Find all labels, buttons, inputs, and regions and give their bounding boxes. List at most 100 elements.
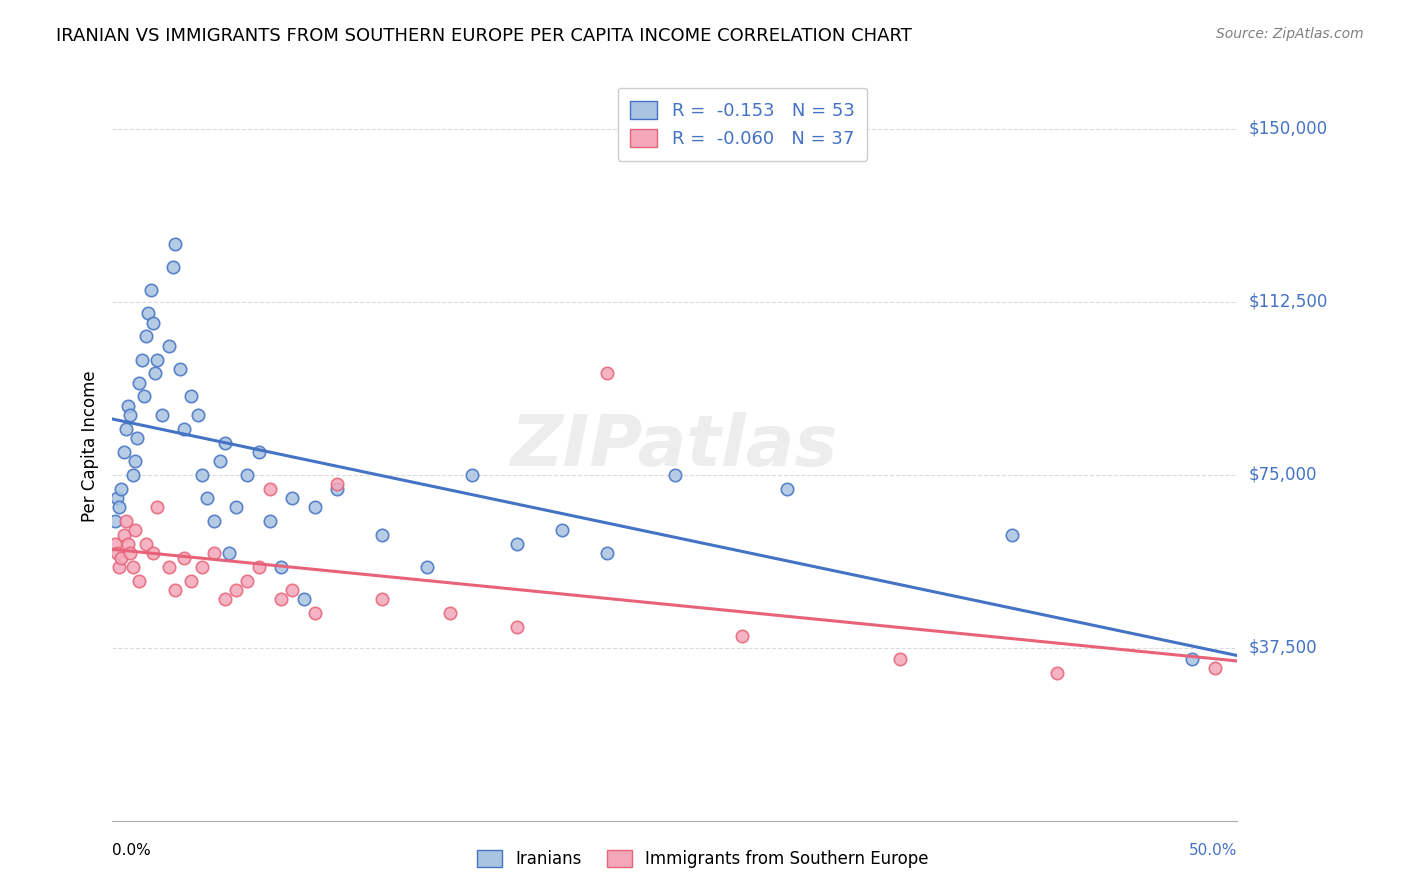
Point xyxy=(1204,661,1226,675)
Point xyxy=(139,284,162,298)
Point xyxy=(132,389,155,403)
Text: $150,000: $150,000 xyxy=(1249,120,1327,138)
Point xyxy=(326,477,349,491)
Point xyxy=(121,560,143,574)
Point xyxy=(439,606,461,620)
Text: $112,500: $112,500 xyxy=(1249,293,1327,311)
Point xyxy=(664,467,686,482)
Legend: R =  -0.153   N = 53, R =  -0.060   N = 37: R = -0.153 N = 53, R = -0.060 N = 37 xyxy=(617,88,868,161)
Point xyxy=(195,491,218,505)
Point xyxy=(1046,666,1069,681)
Legend: Iranians, Immigrants from Southern Europe: Iranians, Immigrants from Southern Europ… xyxy=(471,843,935,875)
Point xyxy=(173,422,195,436)
Point xyxy=(225,583,247,598)
Point xyxy=(115,422,138,436)
Text: ZIPatlas: ZIPatlas xyxy=(512,411,838,481)
Point xyxy=(142,316,165,330)
Point xyxy=(120,408,142,422)
Point xyxy=(281,583,304,598)
Point xyxy=(165,237,187,252)
Y-axis label: Per Capita Income: Per Capita Income xyxy=(80,370,98,522)
Point xyxy=(112,528,135,542)
Point xyxy=(326,482,349,496)
Point xyxy=(292,592,315,607)
Point xyxy=(281,491,304,505)
Point xyxy=(731,629,754,643)
Point xyxy=(124,454,146,468)
Point xyxy=(371,528,394,542)
Text: $37,500: $37,500 xyxy=(1249,639,1317,657)
Point xyxy=(169,361,191,376)
Point xyxy=(131,352,153,367)
Point xyxy=(115,514,138,528)
Point xyxy=(259,514,281,528)
Point xyxy=(105,491,128,505)
Point xyxy=(214,592,236,607)
Text: 50.0%: 50.0% xyxy=(1189,843,1237,858)
Point xyxy=(127,431,149,445)
Point xyxy=(121,467,143,482)
Point xyxy=(162,260,184,275)
Point xyxy=(143,367,166,381)
Point xyxy=(104,514,127,528)
Point xyxy=(105,546,128,560)
Point xyxy=(117,399,139,413)
Point xyxy=(110,550,132,565)
Text: Source: ZipAtlas.com: Source: ZipAtlas.com xyxy=(1216,27,1364,41)
Point xyxy=(104,537,127,551)
Point xyxy=(247,560,270,574)
Point xyxy=(236,467,259,482)
Point xyxy=(165,583,187,598)
Point xyxy=(776,482,799,496)
Point xyxy=(596,367,619,381)
Point xyxy=(150,408,173,422)
Point xyxy=(247,444,270,458)
Point xyxy=(142,546,165,560)
Point xyxy=(270,592,292,607)
Point xyxy=(304,500,326,514)
Point xyxy=(416,560,439,574)
Point xyxy=(304,606,326,620)
Point xyxy=(124,523,146,537)
Point xyxy=(157,339,180,353)
Point xyxy=(506,620,529,634)
Point xyxy=(110,482,132,496)
Point xyxy=(146,500,169,514)
Point xyxy=(270,560,292,574)
Point xyxy=(120,546,142,560)
Point xyxy=(128,574,150,588)
Point xyxy=(191,467,214,482)
Point xyxy=(225,500,247,514)
Point xyxy=(180,389,202,403)
Point xyxy=(128,376,150,390)
Text: IRANIAN VS IMMIGRANTS FROM SOUTHERN EUROPE PER CAPITA INCOME CORRELATION CHART: IRANIAN VS IMMIGRANTS FROM SOUTHERN EURO… xyxy=(56,27,912,45)
Point xyxy=(551,523,574,537)
Point xyxy=(135,537,157,551)
Point xyxy=(108,560,131,574)
Point xyxy=(461,467,484,482)
Point xyxy=(108,500,131,514)
Point xyxy=(506,537,529,551)
Point xyxy=(146,352,169,367)
Point xyxy=(173,550,195,565)
Point xyxy=(191,560,214,574)
Point xyxy=(596,546,619,560)
Text: 0.0%: 0.0% xyxy=(112,843,152,858)
Point xyxy=(371,592,394,607)
Point xyxy=(209,454,232,468)
Point xyxy=(202,514,225,528)
Point xyxy=(135,329,157,343)
Point xyxy=(259,482,281,496)
Point xyxy=(157,560,180,574)
Point xyxy=(889,652,911,666)
Point xyxy=(1001,528,1024,542)
Point xyxy=(187,408,209,422)
Text: $75,000: $75,000 xyxy=(1249,466,1317,483)
Point xyxy=(1181,652,1204,666)
Point xyxy=(218,546,240,560)
Point xyxy=(214,435,236,450)
Point xyxy=(112,444,135,458)
Point xyxy=(138,306,160,320)
Point xyxy=(180,574,202,588)
Point xyxy=(117,537,139,551)
